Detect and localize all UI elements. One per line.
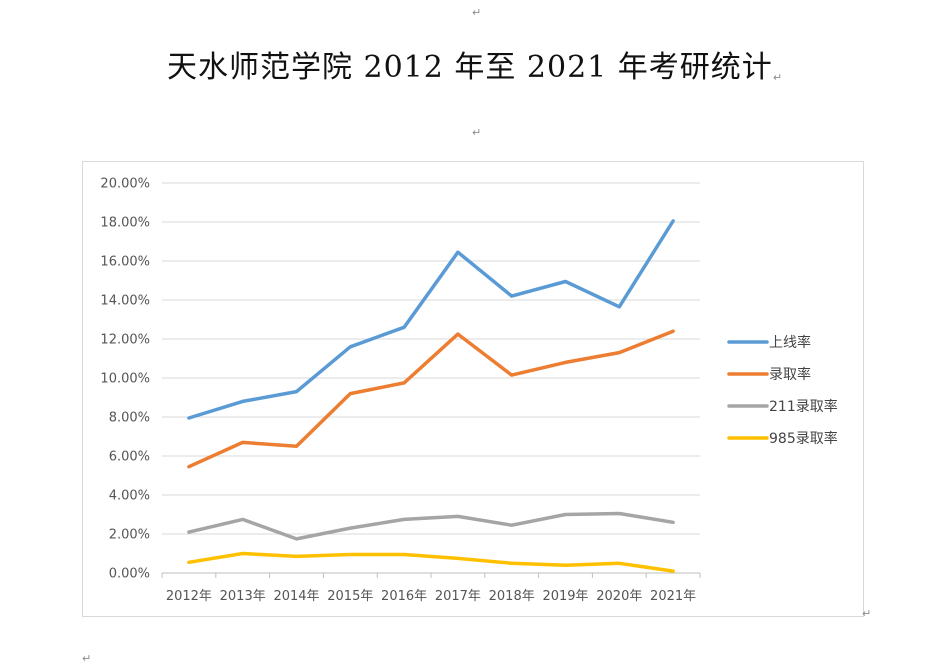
legend-label: 录取率 [769, 366, 811, 383]
y-tick-label: 0.00% [109, 567, 150, 582]
x-tick-label: 2020年 [596, 589, 642, 604]
y-tick-label: 6.00% [109, 450, 150, 465]
x-tick-label: 2015年 [327, 589, 373, 604]
x-tick-label: 2017年 [435, 589, 481, 604]
x-tick-label: 2021年 [650, 589, 696, 604]
chart-area[interactable]: 0.00% 2.00% 4.00% 6.00% 8.00% 10.00% 12.00% 14.… [82, 161, 864, 617]
series-line [187, 219, 675, 420]
x-tick-label: 2012年 [166, 589, 212, 604]
y-tick-label: 14.00% [100, 294, 150, 309]
x-tick-label: 2018年 [489, 589, 535, 604]
paragraph-mark: ↵ [862, 607, 872, 620]
document-title-text: 天水师范学院 2012 年至 2021 年考研统计 [166, 50, 773, 85]
y-tick-label: 20.00% [100, 177, 150, 192]
series-line [187, 511, 675, 541]
y-tick-label: 16.00% [100, 255, 150, 270]
y-tick-label: 18.00% [100, 216, 150, 231]
y-tick-label: 12.00% [100, 333, 150, 348]
x-tick-label: 2013年 [220, 589, 266, 604]
paragraph-mark: ↵ [82, 652, 92, 665]
paragraph-mark: ↵ [472, 6, 482, 19]
paragraph-mark: ↵ [472, 126, 482, 139]
legend-label: 985录取率 [769, 430, 838, 447]
y-tick-label: 8.00% [109, 411, 150, 426]
document-title: 天水师范学院 2012 年至 2021 年考研统计↵ [0, 42, 950, 86]
line-chart: 0.00% 2.00% 4.00% 6.00% 8.00% 10.00% 12.00% 14.… [100, 177, 838, 605]
y-tick-label: 2.00% [109, 528, 150, 543]
x-tick-label: 2014年 [273, 589, 319, 604]
paragraph-mark: ↵ [772, 71, 784, 84]
y-tick-label: 4.00% [109, 489, 150, 504]
x-tick-label: 2019年 [542, 589, 588, 604]
y-tick-label: 10.00% [100, 372, 150, 387]
series-line [187, 551, 675, 573]
series-line [187, 329, 675, 469]
legend-label: 上线率 [769, 334, 811, 351]
x-tick-label: 2016年 [381, 589, 427, 604]
legend-label: 211录取率 [769, 398, 838, 415]
